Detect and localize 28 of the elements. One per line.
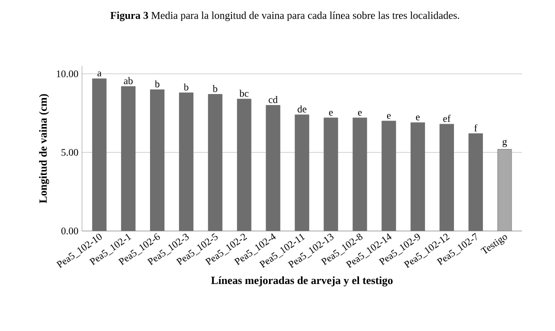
x-axis-title: Líneas mejoradas de arveja y el testigo xyxy=(211,276,393,286)
bar xyxy=(352,118,368,231)
bar xyxy=(236,98,252,231)
annotation: e xyxy=(358,110,362,116)
y-tick-label: 10.00 xyxy=(56,70,78,78)
annotation: cd xyxy=(268,96,278,104)
bar xyxy=(382,120,396,231)
annotation: bc xyxy=(239,90,249,97)
bar xyxy=(208,94,222,231)
bar xyxy=(179,92,194,231)
annotation: a xyxy=(98,72,102,76)
bar xyxy=(150,89,164,231)
annotation: ef xyxy=(443,114,451,122)
annotation: f xyxy=(474,124,478,132)
annotation: ab xyxy=(124,77,133,84)
y-tick-label: 5.00 xyxy=(62,149,78,156)
annotation: e xyxy=(329,110,333,116)
annotation: e xyxy=(387,114,391,119)
annotation: de xyxy=(298,105,306,112)
annotation: g xyxy=(502,140,507,148)
bar xyxy=(324,118,338,231)
chart-title: Figura 3 Media para la longitud de vaina para cada línea sobre las tres localidades. xyxy=(110,12,460,22)
y-axis-title: Longitud de vaina (cm) xyxy=(39,94,50,204)
y-tick-label: 0.00 xyxy=(61,228,78,234)
annotation: b xyxy=(154,80,160,88)
annotation: b xyxy=(212,85,218,92)
annotation: b xyxy=(184,83,188,91)
annotation: e xyxy=(416,116,420,120)
